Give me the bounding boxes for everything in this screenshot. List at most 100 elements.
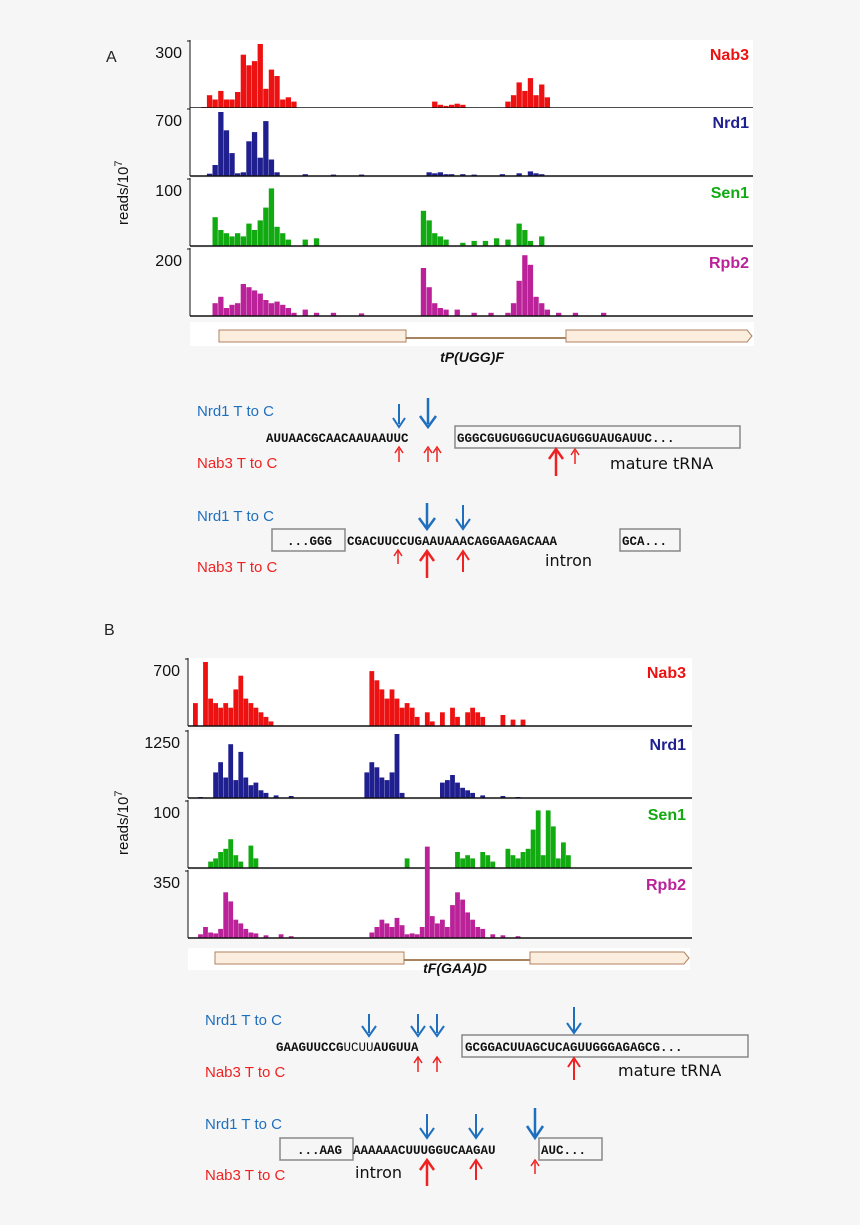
- coverage-bar: [455, 892, 460, 938]
- coverage-bar: [460, 899, 465, 938]
- coverage-bar: [229, 236, 235, 246]
- coverage-bar: [437, 104, 443, 108]
- y-axis-label-text: reads/10: [115, 167, 132, 225]
- intron-label: intron: [355, 1163, 402, 1182]
- coverage-bar: [530, 829, 536, 868]
- nrd1-arrows: [361, 1007, 582, 1038]
- coverage-bar: [455, 716, 460, 726]
- sequence-intron: AAAAAACUUUGGUCAAGAU: [353, 1144, 496, 1158]
- coverage-bar: [445, 780, 450, 798]
- sequence-part: AUGUUA: [374, 1041, 420, 1055]
- coverage-bar: [374, 680, 380, 726]
- track-name-label: Nrd1: [650, 737, 687, 754]
- coverage-bar: [409, 933, 415, 938]
- nab3-arrowhead: [432, 1055, 442, 1064]
- coverage-bar: [285, 97, 291, 108]
- coverage-bar: [243, 777, 249, 798]
- coverage-bar: [213, 703, 218, 726]
- coverage-bar: [460, 858, 465, 868]
- coverage-bar: [223, 233, 230, 246]
- coverage-bar: [480, 852, 486, 868]
- coverage-bar: [533, 173, 539, 176]
- y-axis-label-exponent: 7: [113, 791, 125, 797]
- coverage-bar: [274, 76, 280, 108]
- coverage-bar: [420, 268, 427, 316]
- coverage-bar: [379, 689, 385, 726]
- coverage-bar: [516, 173, 522, 176]
- coverage-bar: [445, 927, 450, 938]
- coverage-bar: [527, 264, 534, 316]
- coverage-bar: [510, 855, 516, 868]
- coverage-bar: [437, 308, 443, 316]
- seq-block-a2: Nrd1 T to C Nab3 T to C ...GGG CGACUUCCU…: [197, 503, 681, 578]
- coverage-bar: [539, 84, 545, 108]
- coverage-bar: [601, 312, 607, 316]
- nab3-t-to-c-label: Nab3 T to C: [197, 455, 277, 472]
- seq-block-b2: Nrd1 T to C Nab3 T to C ...AAG AAAAAACUU…: [205, 1108, 603, 1186]
- coverage-bar: [206, 173, 213, 176]
- nrd1-arrowhead: [417, 517, 437, 532]
- coverage-bar: [203, 662, 208, 726]
- nab3-arrowhead: [418, 1157, 436, 1171]
- coverage-bar: [545, 810, 551, 868]
- coverage-track-sen1: 100 Sen1: [155, 178, 753, 247]
- coverage-bar: [475, 712, 481, 726]
- coverage-bar: [253, 782, 259, 798]
- coverage-bar: [520, 852, 526, 868]
- intron-label: intron: [545, 551, 592, 570]
- coverage-bar: [248, 785, 254, 798]
- coverage-bar: [535, 810, 541, 868]
- coverage-bar: [384, 923, 390, 938]
- coverage-bar: [228, 901, 234, 938]
- track-name-label: Nab3: [647, 665, 686, 682]
- nab3-arrows: [394, 445, 580, 476]
- coverage-bar: [235, 303, 241, 316]
- coverage-bar: [246, 65, 252, 108]
- coverage-bar: [253, 858, 259, 868]
- nrd1-t-to-c-label: Nrd1 T to C: [197, 403, 274, 420]
- coverage-bar: [404, 703, 410, 726]
- nab3-arrowhead: [530, 1158, 540, 1167]
- coverage-bar: [443, 174, 449, 176]
- nrd1-arrowhead: [418, 415, 438, 430]
- nab3-arrowhead: [547, 446, 565, 460]
- nrd1-arrowhead: [410, 1025, 426, 1038]
- coverage-bar: [494, 238, 500, 246]
- nab3-arrowhead: [423, 445, 433, 454]
- coverage-bar: [251, 290, 258, 316]
- exon-2: [529, 951, 690, 965]
- coverage-bar: [291, 101, 297, 108]
- seq-block-b1: Nrd1 T to C Nab3 T to C GAAGUUCCGUCUUAUG…: [205, 1007, 749, 1081]
- coverage-bar: [268, 188, 275, 246]
- nrd1-arrowhead: [525, 1125, 545, 1141]
- nab3-arrowhead: [394, 445, 404, 454]
- coverage-bar: [302, 239, 308, 246]
- track-name-label: Rpb2: [709, 255, 749, 272]
- coverage-bar: [539, 303, 545, 316]
- coverage-bar: [522, 90, 528, 108]
- nrd1-t-to-c-label: Nrd1 T to C: [197, 508, 274, 525]
- coverage-bar: [280, 233, 286, 246]
- coverage-bar: [240, 172, 246, 176]
- y-axis-label-text: reads/10: [115, 797, 132, 855]
- coverage-bar: [268, 69, 275, 108]
- coverage-bar: [223, 99, 230, 108]
- coverage-bar: [235, 233, 241, 246]
- coverage-bar: [449, 174, 455, 176]
- coverage-bar: [384, 780, 390, 798]
- coverage-bar: [533, 296, 539, 316]
- coverage-bar: [218, 90, 224, 108]
- coverage-bar: [223, 777, 229, 798]
- coverage-bar: [218, 112, 224, 176]
- coverage-bar: [515, 858, 521, 868]
- coverage-bar: [470, 858, 475, 868]
- track-name-label: Sen1: [648, 807, 686, 824]
- coverage-bar: [470, 919, 475, 938]
- coverage-bar: [414, 934, 420, 938]
- coverage-bar: [246, 223, 252, 246]
- coverage-bar: [516, 82, 522, 108]
- coverage-bar: [404, 934, 410, 938]
- gene-model-b: tF(GAA)D: [188, 948, 690, 976]
- coverage-bar: [440, 782, 445, 798]
- track-max-label: 700: [155, 113, 182, 130]
